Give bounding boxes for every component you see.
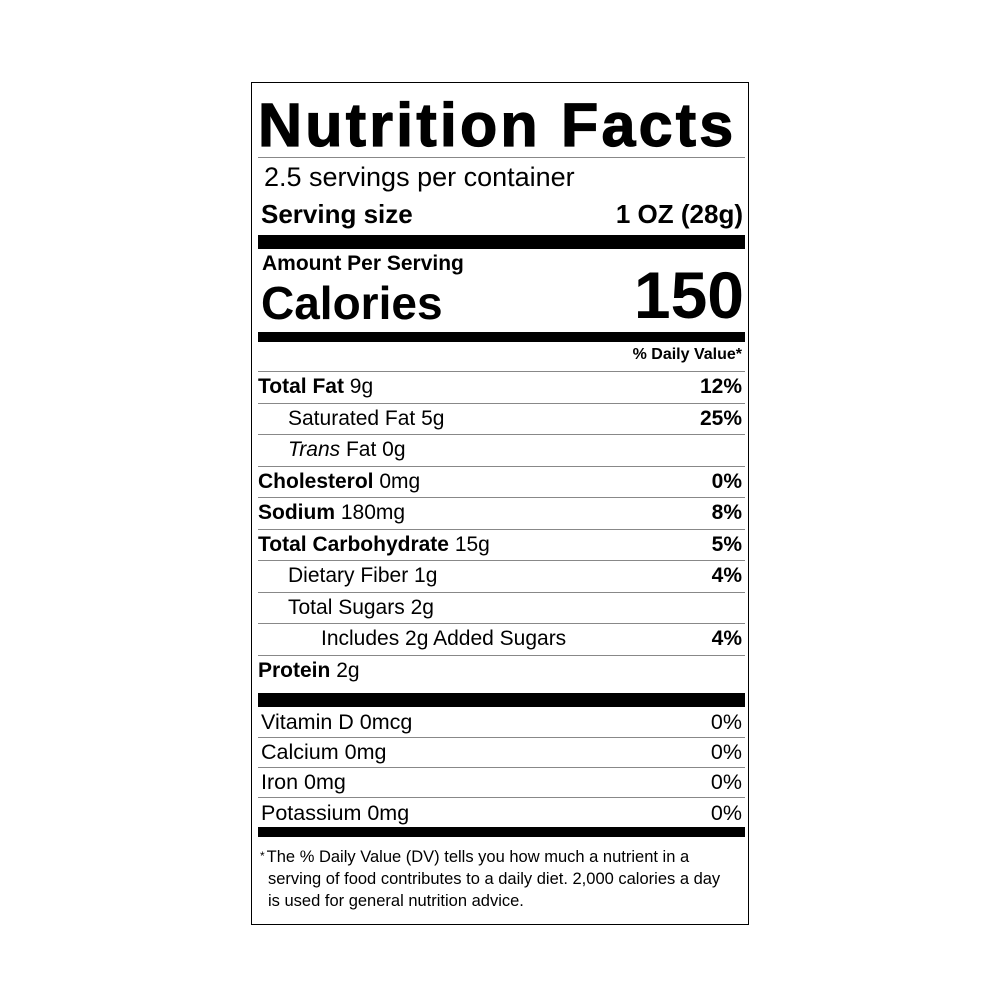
footnote-rest: serving of food contributes to a daily d…	[268, 870, 721, 910]
nutrient-daily-value: 0%	[711, 469, 742, 493]
nutrient-name-cell: Total Fat 9g	[258, 375, 373, 399]
nutrient-name: Sodium	[258, 501, 335, 525]
vitamin-name: Potassium 0mg	[261, 800, 410, 825]
nutrient-row: Total Carbohydrate 15g 5%	[258, 530, 745, 561]
nutrient-amount: 5g	[421, 406, 445, 430]
vitamin-name: Vitamin D 0mcg	[261, 710, 413, 734]
serving-size-value: 1 OZ (28g)	[615, 199, 743, 229]
nutrient-amount: 0mg	[379, 469, 421, 493]
nutrient-row: Includes 2g Added Sugars 4%	[258, 624, 745, 656]
vitamin-daily-value: 0%	[710, 710, 742, 734]
nutrient-name-cell: Includes 2g Added Sugars	[258, 627, 566, 651]
nutrient-name-cell: Protein 2g	[258, 659, 360, 683]
nutrient-list: Total Fat 9g 12% Saturated Fat 5g 25% Trans …	[258, 372, 745, 687]
nutrient-name-suffix: Fat	[345, 438, 377, 462]
thick-divider	[258, 693, 745, 707]
vitamin-row: Vitamin D 0mcg 0%	[258, 708, 745, 738]
nutrient-name-cell: Trans Fat 0g	[258, 438, 406, 462]
nutrient-daily-value: 12%	[699, 375, 742, 399]
nutrient-name: Total Sugars	[288, 595, 405, 619]
thick-divider	[258, 235, 745, 249]
vitamin-daily-value: 0%	[710, 770, 742, 794]
nutrient-row: Trans Fat 0g	[258, 435, 745, 467]
nutrient-name: Dietary Fiber	[288, 564, 409, 588]
vitamin-row: Potassium 0mg 0%	[258, 798, 745, 828]
nutrient-name-cell: Dietary Fiber 1g	[258, 564, 437, 588]
vitamin-row: Iron 0mg 0%	[258, 768, 745, 798]
nutrient-name: Total Fat	[258, 375, 344, 399]
vitamin-name: Calcium 0mg	[261, 740, 387, 764]
nutrient-daily-value: 5%	[711, 532, 742, 556]
nutrient-amount: 180mg	[340, 501, 406, 525]
nutrient-name: Total Carbohydrate	[258, 532, 449, 556]
footnote-line1: The % Daily Value (DV) tells you how muc…	[266, 848, 690, 866]
vitamin-list: Vitamin D 0mcg 0% Calcium 0mg 0% Iron 0mg 0% P…	[258, 708, 745, 828]
medium-divider	[258, 827, 745, 837]
nutrient-row: Total Sugars 2g	[258, 593, 745, 624]
nutrient-amount: 2g	[410, 595, 434, 619]
footnote: * The % Daily Value (DV) tells you how mu…	[260, 845, 728, 912]
nutrient-row: Protein 2g	[258, 656, 745, 688]
nutrient-amount: 2g	[336, 659, 360, 683]
nutrient-daily-value: 8%	[711, 501, 742, 525]
nutrient-name-cell: Sodium 180mg	[258, 501, 405, 525]
vitamin-daily-value: 0%	[710, 800, 742, 825]
nutrient-amount: 9g	[349, 375, 374, 399]
nutrient-name-cell: Saturated Fat 5g	[258, 407, 444, 431]
vitamin-name: Iron 0mg	[261, 770, 346, 794]
footnote-asterisk: *	[260, 849, 265, 863]
nutrient-row: Dietary Fiber 1g 4%	[258, 561, 745, 593]
nutrient-name: Includes 2g Added Sugars	[321, 627, 567, 651]
divider	[258, 371, 745, 372]
nutrient-name-cell: Total Carbohydrate 15g	[258, 533, 490, 557]
calories-label: Calories	[261, 277, 443, 329]
nutrient-name: Protein	[258, 659, 331, 683]
serving-size-label: Serving size	[261, 199, 413, 229]
nutrient-daily-value: 4%	[711, 627, 742, 651]
calories-value: 150	[633, 258, 744, 332]
nutrient-amount: 1g	[414, 564, 438, 588]
nutrient-name: Trans	[288, 438, 341, 462]
vitamin-daily-value: 0%	[710, 740, 742, 764]
servings-per-container: 2.5 servings per container	[264, 162, 575, 192]
label-title: Nutrition Facts	[257, 90, 737, 159]
nutrient-daily-value: 4%	[711, 564, 742, 588]
nutrient-name-cell: Cholesterol 0mg	[258, 470, 420, 494]
medium-divider	[258, 332, 745, 342]
nutrient-row: Cholesterol 0mg 0%	[258, 467, 745, 498]
nutrient-name-cell: Total Sugars 2g	[258, 596, 434, 620]
nutrient-name: Saturated Fat	[288, 406, 416, 430]
nutrient-amount: 15g	[454, 532, 490, 556]
daily-value-header: % Daily Value*	[632, 346, 742, 363]
nutrient-row: Saturated Fat 5g 25%	[258, 404, 745, 435]
divider	[258, 157, 745, 158]
serving-size-row: Serving size 1 OZ (28g)	[261, 198, 743, 230]
nutrient-name: Cholesterol	[258, 469, 374, 493]
amount-per-serving: Amount Per Serving	[262, 252, 464, 275]
nutrient-row: Total Fat 9g 12%	[258, 372, 745, 404]
nutrient-amount: 0g	[382, 438, 406, 462]
vitamin-row: Calcium 0mg 0%	[258, 738, 745, 768]
nutrient-row: Sodium 180mg 8%	[258, 498, 745, 530]
nutrient-daily-value: 25%	[699, 406, 742, 430]
nutrition-facts-label: Nutrition Facts 2.5 servings per contain…	[251, 82, 749, 925]
